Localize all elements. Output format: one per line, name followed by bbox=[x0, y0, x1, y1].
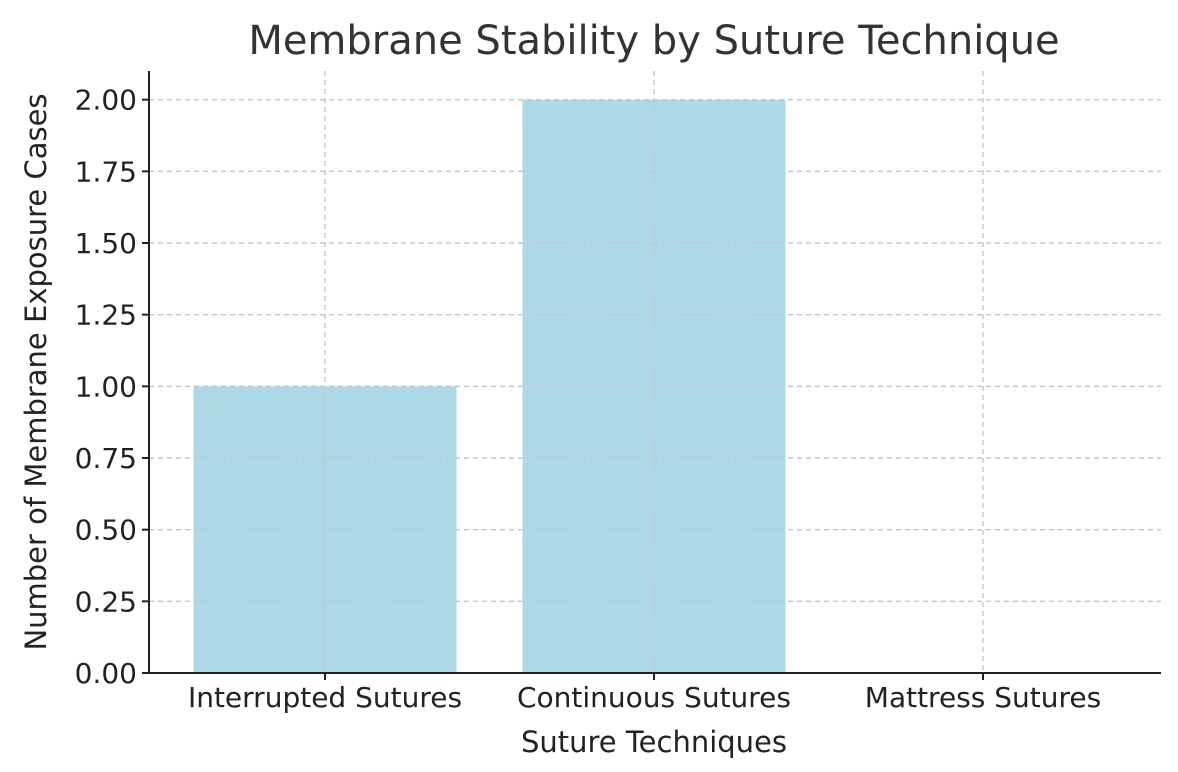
ticks-layer: 0.00 0.25 0.50 0.75 1.00 1.25 1.50 1.75 2.00 Inte… bbox=[75, 84, 1102, 714]
y-tick-label: 0.25 bbox=[75, 585, 137, 618]
y-tick-label: 0.75 bbox=[75, 442, 137, 475]
x-tick-label: Interrupted Sutures bbox=[188, 681, 462, 714]
x-tick-label: Continuous Sutures bbox=[517, 681, 791, 714]
x-axis-label: Suture Techniques bbox=[521, 725, 787, 759]
chart-title: Membrane Stability by Suture Technique bbox=[248, 18, 1059, 64]
y-tick-label: 1.00 bbox=[75, 370, 137, 403]
y-tick-label: 2.00 bbox=[75, 84, 137, 117]
y-tick-label: 1.75 bbox=[75, 155, 137, 188]
y-tick-label: 1.50 bbox=[75, 227, 137, 260]
y-tick-label: 0.00 bbox=[75, 657, 137, 690]
y-axis-label: Number of Membrane Exposure Cases bbox=[19, 93, 53, 650]
x-tick-label: Mattress Sutures bbox=[865, 681, 1101, 714]
bars-layer bbox=[149, 71, 1161, 673]
y-tick-label: 1.25 bbox=[75, 299, 137, 332]
y-tick-label: 0.50 bbox=[75, 514, 137, 547]
